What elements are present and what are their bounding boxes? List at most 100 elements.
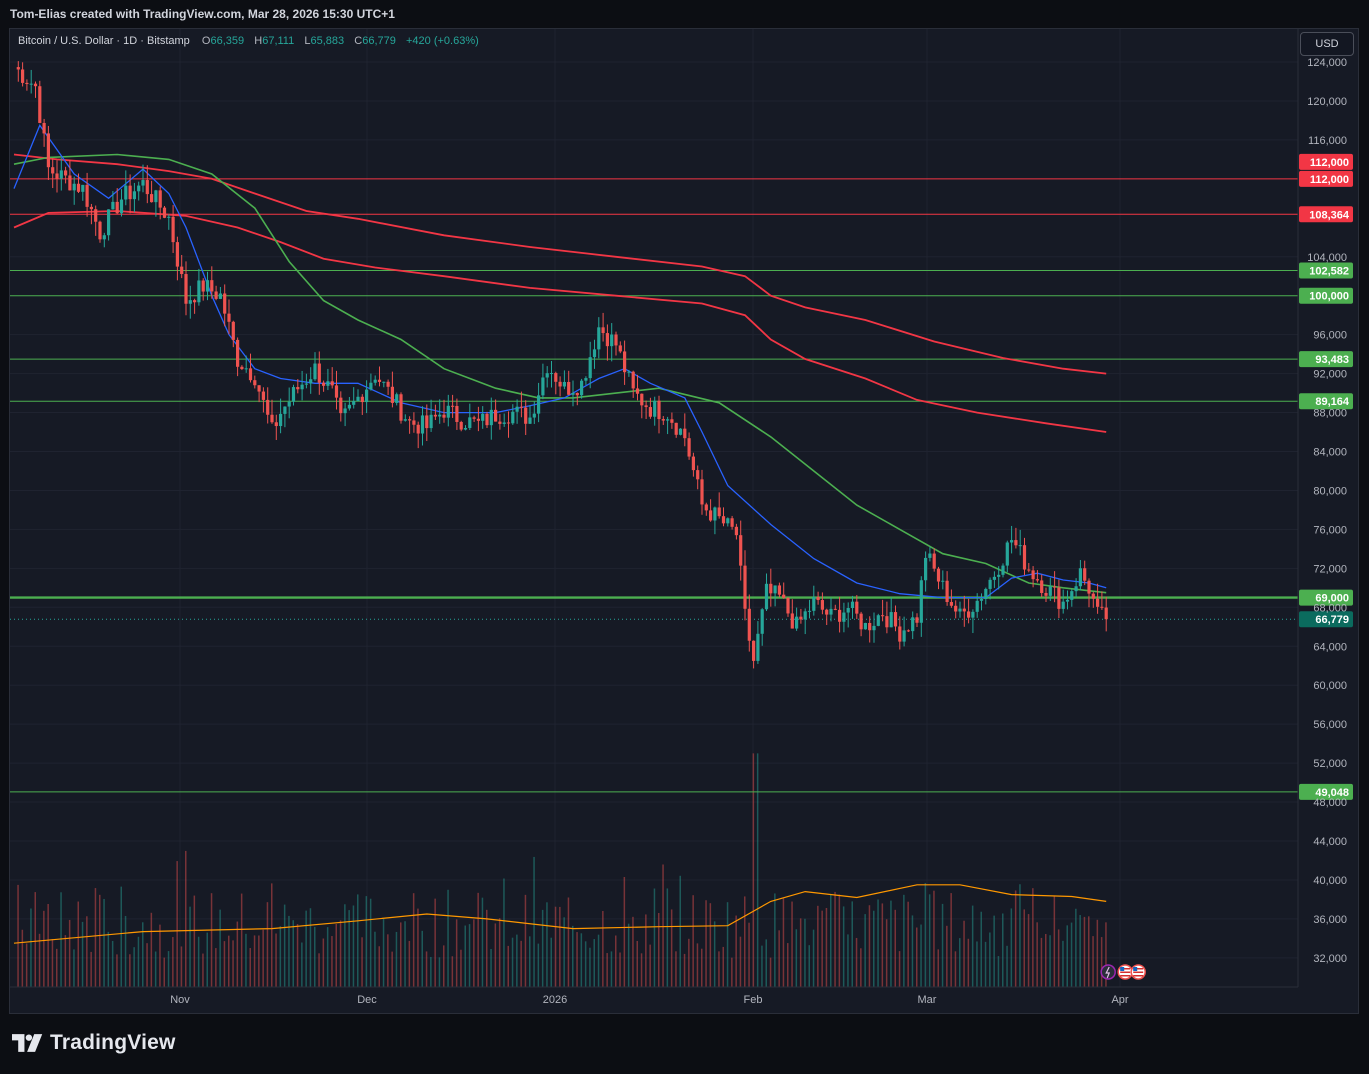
volume-bar — [842, 906, 845, 987]
volume-bar — [937, 949, 939, 987]
y-axis-tick-label: 68,000 — [1313, 602, 1347, 614]
lightning-event-icon — [1100, 964, 1116, 980]
last-price-tag: 66,779 — [1315, 614, 1349, 626]
volume-bar — [314, 926, 316, 987]
candle-body — [795, 616, 799, 629]
candle-body — [1027, 569, 1031, 571]
candle-body — [463, 427, 468, 430]
candle-body — [205, 280, 210, 292]
symbol-title[interactable]: Bitcoin / U.S. Dollar · 1D · Bitstamp — [18, 35, 190, 47]
candle-body — [425, 415, 429, 429]
candle-body — [236, 339, 240, 367]
volume-bar — [847, 934, 849, 987]
candle-body — [635, 388, 640, 394]
level-price-tag: 100,000 — [1309, 291, 1349, 303]
candle-body — [515, 406, 519, 412]
level-price-tag-bg — [1299, 393, 1353, 410]
volume-bar — [830, 894, 832, 987]
y-axis-tick-label: 96,000 — [1313, 330, 1347, 342]
volume-bar — [176, 861, 178, 987]
volume-bar — [799, 918, 802, 987]
candle-body — [799, 616, 803, 620]
candle-body — [266, 399, 270, 415]
open-label: O — [201, 35, 211, 47]
candle-body — [150, 194, 154, 203]
candle-body — [399, 394, 403, 421]
volume-bar — [726, 902, 729, 987]
candle-body — [175, 242, 179, 267]
candle-body — [94, 209, 98, 222]
volume-bar — [606, 953, 608, 987]
currency-button[interactable]: USD — [1300, 32, 1354, 56]
x-axis-label: 2026 — [543, 994, 567, 1006]
candle-body — [545, 373, 549, 378]
volume-bar — [576, 932, 578, 987]
volume-bar — [713, 921, 716, 987]
volume-bar — [361, 937, 363, 987]
y-axis-tick-label: 80,000 — [1313, 485, 1347, 497]
candle-body — [76, 183, 81, 192]
volume-bar — [645, 914, 647, 987]
candle-body — [988, 579, 992, 589]
candle-body — [1010, 540, 1014, 543]
y-axis-tick-label: 60,000 — [1313, 680, 1347, 692]
candle-body — [231, 321, 235, 340]
volume-bar — [679, 875, 681, 987]
volume-bar — [524, 894, 527, 987]
candle-body — [1018, 545, 1022, 547]
symbol-legend[interactable]: Bitcoin / U.S. Dollar · 1D · Bitstamp O6… — [18, 35, 479, 47]
volume-bar — [1057, 929, 1060, 987]
candle-body — [825, 609, 829, 615]
candle-body — [89, 206, 93, 210]
candle-body — [429, 414, 433, 429]
candle-body — [709, 510, 713, 521]
candle-body — [390, 386, 394, 403]
volume-bar — [249, 948, 251, 987]
level-price-tag: 93,483 — [1315, 354, 1349, 366]
candle-body — [476, 418, 480, 421]
candle-body — [25, 82, 29, 85]
volume-bar — [357, 894, 359, 987]
volume-bar — [718, 951, 720, 987]
y-axis-tick-label: 32,000 — [1313, 953, 1347, 965]
volume-bar — [1014, 890, 1017, 987]
volume-bar — [533, 856, 535, 987]
volume-bar — [219, 909, 221, 987]
horizontal-levels: 112,000 108,364 102,582 100,000 93,483 89,164… — [10, 153, 1353, 800]
volume-bar — [615, 935, 617, 987]
y-axis-tick-label: 88,000 — [1313, 408, 1347, 420]
volume-bar — [559, 906, 561, 987]
y-axis-tick-label: 84,000 — [1313, 447, 1347, 459]
candle-body — [764, 583, 769, 610]
volume-bar — [38, 933, 41, 987]
candle-body — [459, 421, 463, 430]
ema-short-line — [13, 123, 1107, 599]
volume-bar — [412, 893, 415, 987]
candle-body — [72, 183, 76, 191]
candle-body — [567, 381, 571, 395]
volume-bar — [240, 893, 243, 987]
candle-body — [55, 173, 59, 179]
level-price-tag-bg — [1299, 351, 1353, 368]
volume-bar — [653, 888, 656, 987]
volume-bar — [189, 906, 191, 987]
tradingview-logo[interactable]: TradingView — [12, 1031, 176, 1055]
candle-body — [291, 387, 296, 402]
volume-bar — [1092, 936, 1094, 987]
volume-bar — [1053, 895, 1056, 987]
volume-bar — [860, 948, 862, 987]
volume-bar — [950, 893, 952, 987]
volume-bar — [228, 935, 230, 987]
volume-bar — [400, 922, 402, 987]
candle-body — [670, 419, 674, 423]
volume-bar — [326, 927, 329, 987]
candle-body — [1104, 607, 1108, 620]
volume-bar — [425, 951, 428, 987]
candle-body — [1061, 601, 1065, 609]
candle-body — [863, 622, 867, 630]
candle-body — [614, 334, 618, 346]
footer — [0, 1015, 1369, 1074]
candle-body — [21, 69, 25, 83]
candle-body — [807, 610, 812, 612]
